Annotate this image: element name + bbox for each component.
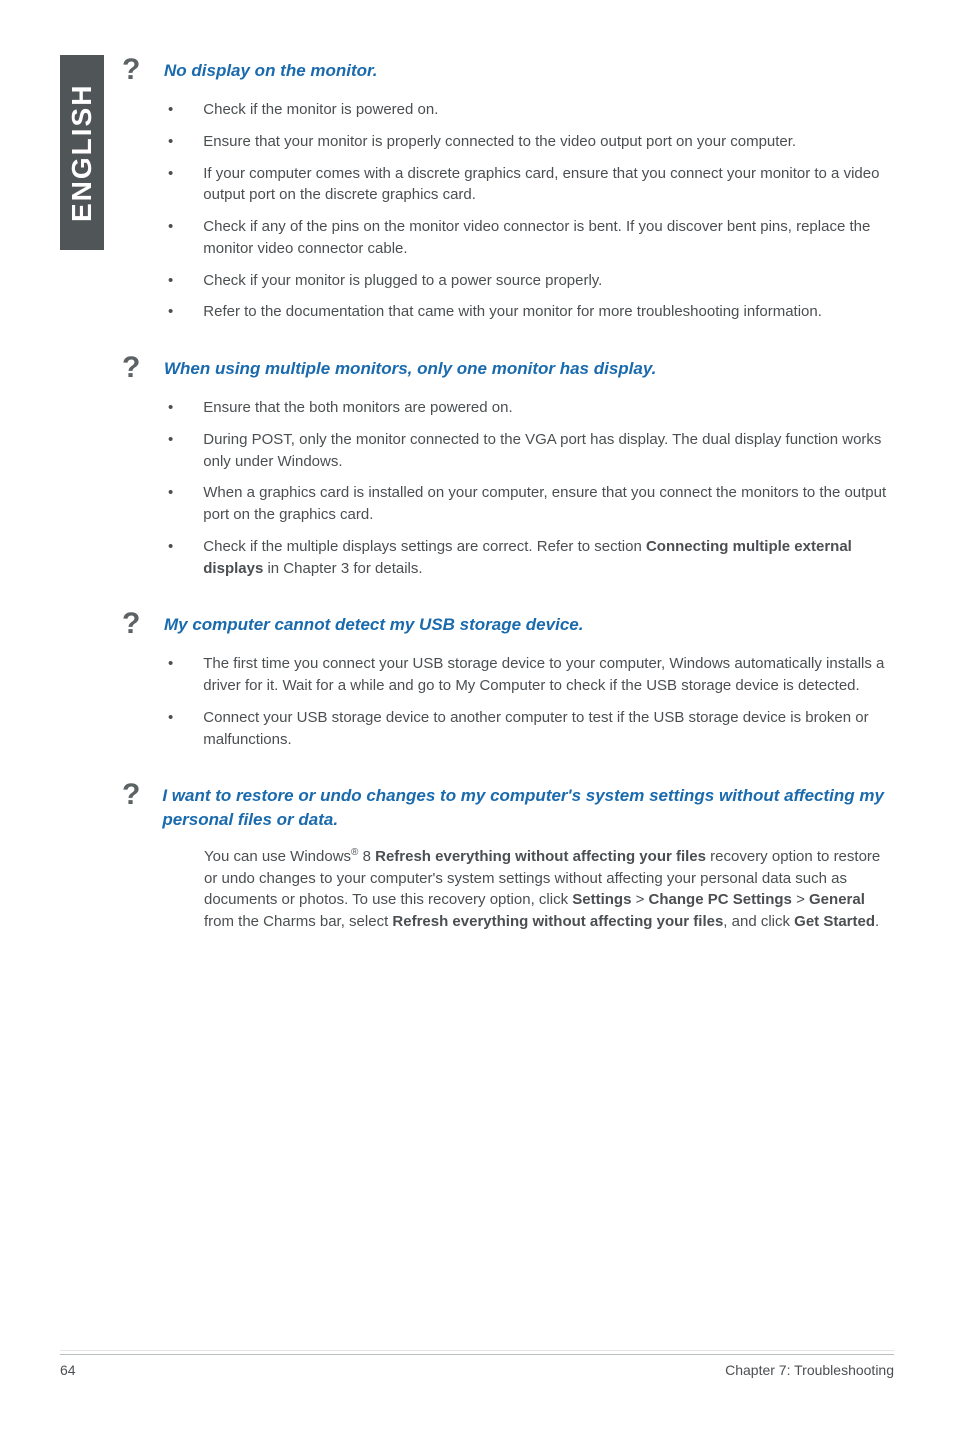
question-mark-icon: ? (122, 780, 140, 810)
section-title: When using multiple monitors, only one m… (164, 353, 656, 381)
list-item: •If your computer comes with a discrete … (164, 163, 892, 207)
bullet-list: •Check if the monitor is powered on. •En… (164, 99, 892, 323)
list-item: •During POST, only the monitor connected… (164, 429, 892, 473)
bullet-icon: • (168, 301, 173, 323)
list-item: •When a graphics card is installed on yo… (164, 482, 892, 526)
page-footer: 64 Chapter 7: Troubleshooting (60, 1354, 894, 1378)
bullet-icon: • (168, 131, 173, 153)
list-item: •Check if any of the pins on the monitor… (164, 216, 892, 260)
bullet-icon: • (168, 163, 173, 185)
section-usb-storage: ? My computer cannot detect my USB stora… (122, 609, 892, 750)
section-title: No display on the monitor. (164, 55, 377, 83)
list-item: •Check if your monitor is plugged to a p… (164, 270, 892, 292)
page-content: ? No display on the monitor. •Check if t… (122, 55, 892, 963)
list-item: •Ensure that your monitor is properly co… (164, 131, 892, 153)
bullet-icon: • (168, 429, 173, 451)
list-item: •The first time you connect your USB sto… (164, 653, 892, 697)
chapter-label: Chapter 7: Troubleshooting (725, 1362, 894, 1378)
list-item: •Ensure that the both monitors are power… (164, 397, 892, 419)
bullet-icon: • (168, 216, 173, 238)
bullet-icon: • (168, 707, 173, 729)
bullet-icon: • (168, 270, 173, 292)
bullet-icon: • (168, 99, 173, 121)
language-tab: ENGLISH (60, 55, 104, 250)
bullet-list: •The first time you connect your USB sto… (164, 653, 892, 750)
bullet-icon: • (168, 482, 173, 504)
bullet-icon: • (168, 653, 173, 675)
section-title: My computer cannot detect my USB storage… (164, 609, 583, 637)
section-restore-undo: ? I want to restore or undo changes to m… (122, 780, 892, 933)
question-mark-icon: ? (122, 609, 142, 639)
question-mark-icon: ? (122, 353, 142, 383)
page-number: 64 (60, 1362, 76, 1378)
footer-divider (60, 1350, 894, 1351)
section-no-display: ? No display on the monitor. •Check if t… (122, 55, 892, 323)
list-item: •Connect your USB storage device to anot… (164, 707, 892, 751)
bullet-list: •Ensure that the both monitors are power… (164, 397, 892, 579)
list-item: •Check if the multiple displays settings… (164, 536, 892, 580)
paragraph: You can use Windows® 8 Refresh everythin… (204, 846, 892, 933)
bullet-icon: • (168, 536, 173, 558)
list-item: •Check if the monitor is powered on. (164, 99, 892, 121)
section-multiple-monitors: ? When using multiple monitors, only one… (122, 353, 892, 579)
list-item: •Refer to the documentation that came wi… (164, 301, 892, 323)
section-title: I want to restore or undo changes to my … (162, 780, 892, 832)
bullet-icon: • (168, 397, 173, 419)
question-mark-icon: ? (122, 55, 142, 85)
